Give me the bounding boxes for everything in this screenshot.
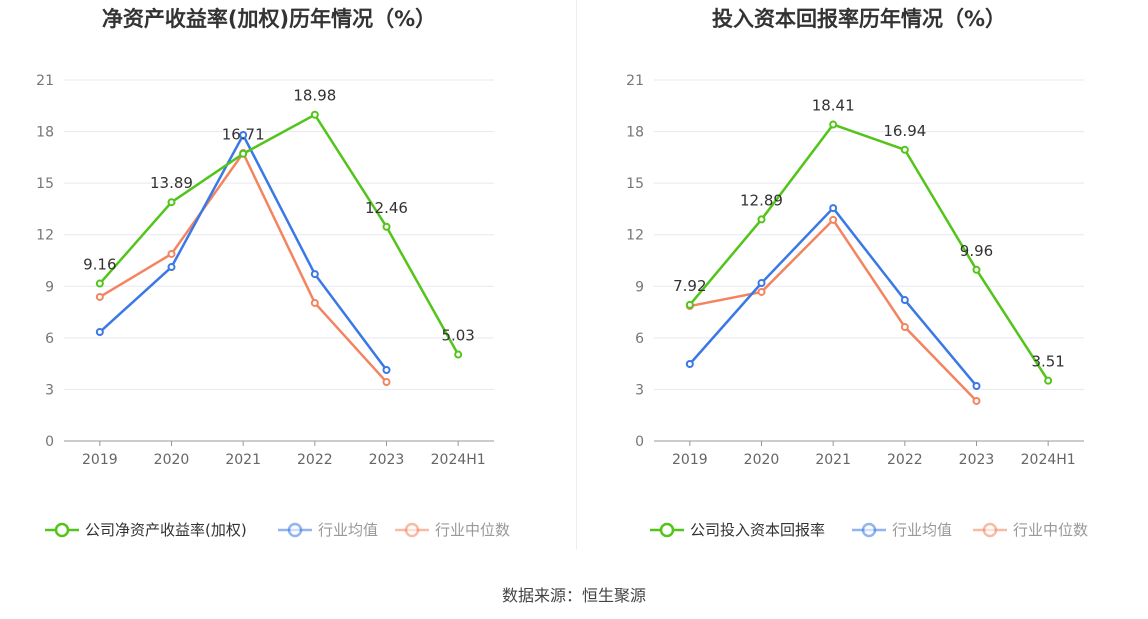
y-tick-label: 3 (635, 382, 644, 398)
data-point (900, 323, 909, 332)
data-label: 7.92 (673, 277, 706, 295)
data-label: 12.89 (740, 191, 783, 209)
data-label: 3.51 (1031, 353, 1064, 371)
y-tick-label: 9 (45, 279, 54, 295)
y-tick-label: 0 (635, 434, 644, 450)
data-label: 18.98 (293, 87, 336, 105)
source-note: 数据来源：恒生聚源 (501, 586, 646, 605)
data-point (757, 215, 766, 224)
data-label: 16.71 (222, 126, 265, 144)
y-tick-label: 15 (36, 176, 54, 192)
data-label: 9.96 (960, 242, 993, 260)
data-point (95, 279, 104, 288)
legend-marker (287, 522, 303, 538)
data-point (829, 215, 838, 224)
data-point (382, 366, 391, 375)
x-tick-label: 2023 (369, 452, 405, 468)
x-tick-label: 2023 (959, 452, 995, 468)
data-point (757, 279, 766, 288)
chart-title: 净资产收益率(加权)历年情况（%） (102, 7, 436, 31)
data-point (900, 296, 909, 305)
x-tick-label: 2020 (154, 452, 190, 468)
x-tick-label: 2020 (744, 452, 780, 468)
y-tick-label: 18 (36, 125, 54, 141)
data-point (757, 287, 766, 296)
y-tick-label: 21 (626, 73, 644, 89)
x-tick-label: 2019 (672, 452, 708, 468)
data-point (310, 298, 319, 307)
data-label: 13.89 (150, 174, 193, 192)
data-point (454, 350, 463, 359)
data-point (167, 198, 176, 207)
y-tick-label: 18 (626, 125, 644, 141)
data-point (900, 145, 909, 154)
legend-label: 行业均值 (318, 521, 378, 539)
data-label: 16.94 (883, 122, 926, 140)
data-label: 18.41 (812, 97, 855, 115)
series-line (99, 150, 388, 383)
legend-label: 公司净资产收益率(加权) (85, 521, 247, 539)
legend-marker (861, 522, 877, 538)
divider (576, 0, 577, 550)
series-line (689, 217, 978, 402)
legend-marker (404, 522, 420, 538)
y-tick-label: 0 (45, 434, 54, 450)
legend-label: 公司投入资本回报率 (690, 521, 825, 539)
legend-label: 行业中位数 (1013, 521, 1088, 539)
data-point (685, 359, 694, 368)
data-point (1044, 376, 1053, 385)
y-tick-label: 21 (36, 73, 54, 89)
data-point (167, 263, 176, 272)
data-point (382, 378, 391, 387)
x-tick-label: 2024H1 (431, 452, 486, 468)
x-tick-label: 2019 (82, 452, 118, 468)
data-point (685, 300, 694, 309)
y-tick-label: 6 (45, 331, 54, 347)
data-point (95, 292, 104, 301)
x-tick-label: 2022 (887, 452, 923, 468)
data-point (829, 204, 838, 213)
y-tick-label: 15 (626, 176, 644, 192)
y-tick-label: 3 (45, 382, 54, 398)
y-tick-label: 12 (36, 228, 54, 244)
data-label: 12.46 (365, 199, 408, 217)
chart-title: 投入资本回报率历年情况（%） (712, 7, 1006, 31)
legend-marker (982, 522, 998, 538)
data-point (95, 328, 104, 337)
y-tick-label: 6 (635, 331, 644, 347)
data-point (829, 120, 838, 129)
y-tick-label: 9 (635, 279, 644, 295)
series-line (688, 123, 1050, 382)
data-point (310, 110, 319, 119)
x-tick-label: 2024H1 (1021, 452, 1076, 468)
data-point (239, 131, 248, 140)
data-point (382, 222, 391, 231)
x-tick-label: 2022 (297, 452, 333, 468)
data-point (972, 265, 981, 274)
data-point (972, 396, 981, 405)
x-tick-label: 2021 (225, 452, 261, 468)
data-point (972, 381, 981, 390)
legend-marker (54, 522, 70, 538)
data-point (167, 249, 176, 258)
data-label: 9.16 (83, 256, 116, 274)
data-point (239, 149, 248, 158)
data-label: 5.03 (441, 327, 474, 345)
legend-label: 行业中位数 (435, 521, 510, 539)
data-point (310, 270, 319, 279)
legend-marker (659, 522, 675, 538)
legend-label: 行业均值 (892, 521, 952, 539)
x-tick-label: 2021 (815, 452, 851, 468)
y-tick-label: 12 (626, 228, 644, 244)
series-line (98, 113, 460, 356)
